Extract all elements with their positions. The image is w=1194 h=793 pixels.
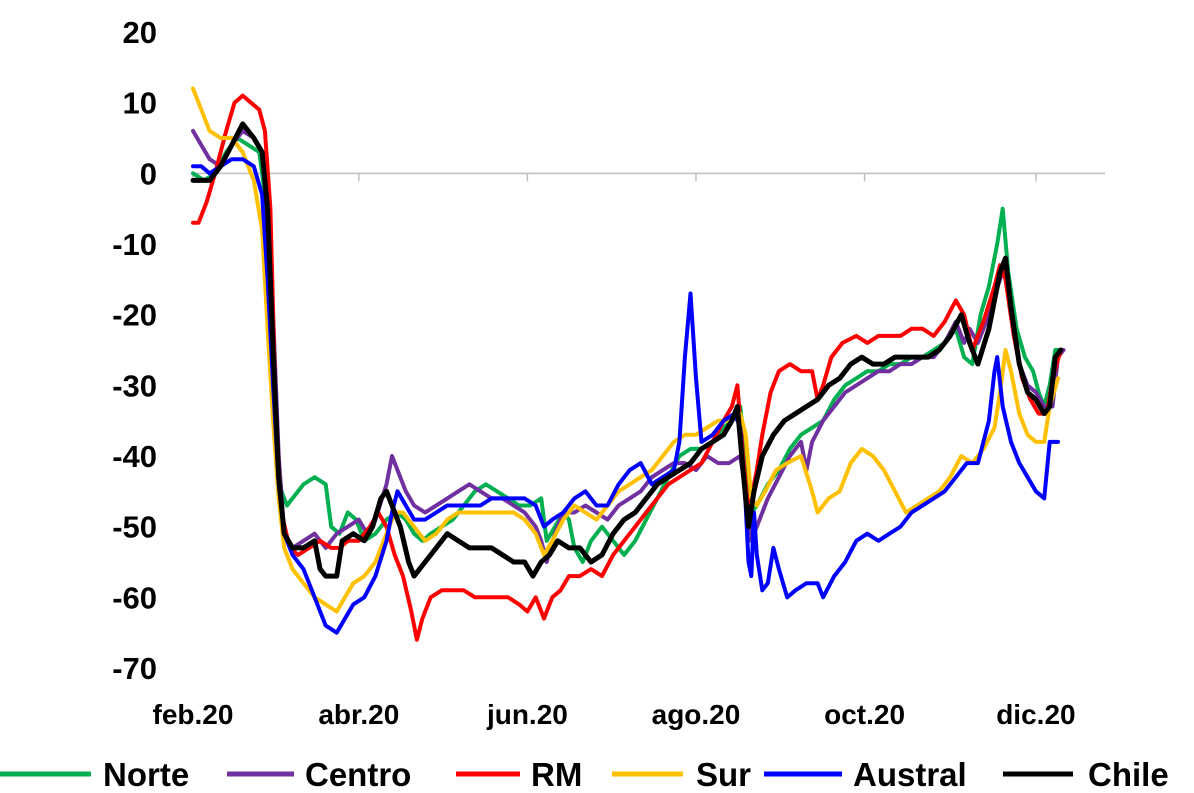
legend-label: Chile xyxy=(1088,756,1169,793)
y-tick-label: -60 xyxy=(112,580,157,615)
series-line-sur xyxy=(191,86,1060,614)
x-tick-label: dic.20 xyxy=(996,699,1075,730)
y-tick-label: -20 xyxy=(112,298,157,333)
y-axis-labels: 20 10 0 -10 -20 -30 -40 -50 -60 -70 xyxy=(112,15,157,686)
y-tick-label: -50 xyxy=(112,510,157,545)
y-tick-label: 0 xyxy=(140,156,157,191)
y-tick-label: -30 xyxy=(112,368,157,403)
legend-item-chile: Chile xyxy=(1003,756,1169,793)
legend-item-norte: Norte xyxy=(0,756,189,793)
legend: Norte Centro RM Sur Austral Chile xyxy=(0,756,1169,793)
legend-label: Centro xyxy=(305,756,411,793)
x-tick-label: abr.20 xyxy=(318,699,399,730)
legend-item-centro: Centro xyxy=(227,756,411,793)
x-tick-label: jun.20 xyxy=(486,699,568,730)
y-tick-label: -10 xyxy=(112,227,157,262)
legend-item-austral: Austral xyxy=(764,756,967,793)
x-tick-label: feb.20 xyxy=(153,699,234,730)
x-axis-labels: feb.20 abr.20 jun.20 ago.20 oct.20 dic.20 xyxy=(153,699,1076,730)
x-axis-tick-marks xyxy=(192,173,1037,182)
series-lines xyxy=(190,86,1066,642)
y-tick-label: -70 xyxy=(112,651,157,686)
legend-label: Norte xyxy=(103,756,189,793)
y-tick-label: 20 xyxy=(123,15,157,50)
y-tick-label: 10 xyxy=(123,86,157,121)
x-tick-label: oct.20 xyxy=(824,699,905,730)
legend-label: Sur xyxy=(696,756,751,793)
legend-item-rm: RM xyxy=(456,756,582,793)
legend-label: Austral xyxy=(853,756,967,793)
series-line-rm xyxy=(191,93,1063,642)
x-tick-label: ago.20 xyxy=(652,699,741,730)
series-line-chile xyxy=(190,121,1064,579)
legend-label: RM xyxy=(531,756,582,793)
y-tick-label: -40 xyxy=(112,439,157,474)
legend-item-sur: Sur xyxy=(612,756,751,793)
series-line-austral xyxy=(191,157,1060,635)
